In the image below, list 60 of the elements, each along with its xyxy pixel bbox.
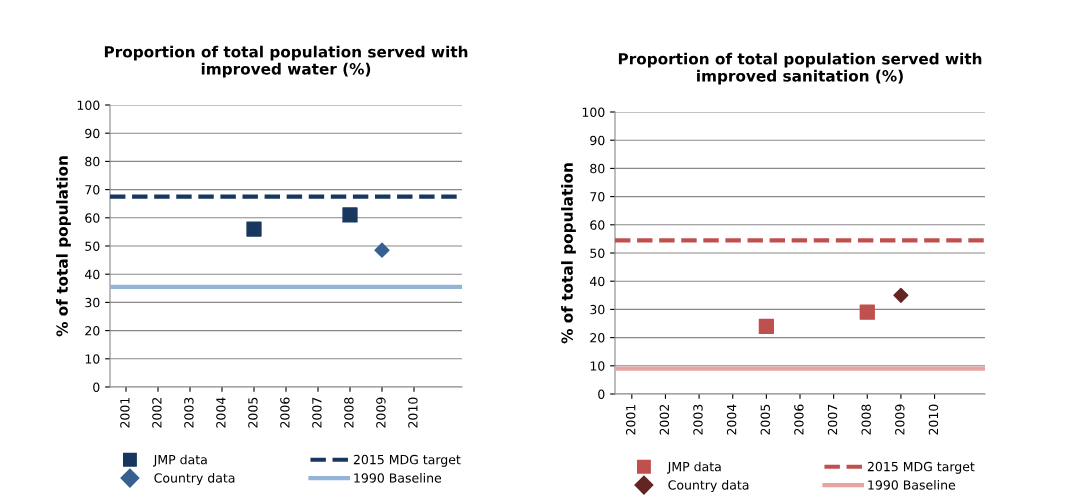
x-tick-label: 2006	[794, 404, 804, 435]
y-axis-title: % of total population	[56, 156, 71, 337]
y-tick-label: 10	[590, 361, 605, 371]
y-axis-title: % of total population	[561, 163, 576, 344]
y-tick-label: 50	[85, 241, 100, 251]
y-tick-label: 60	[85, 213, 100, 223]
y-tick-label: 20	[590, 333, 605, 343]
x-tick-label: 2002	[659, 404, 670, 435]
y-tick-label: 40	[84, 269, 100, 280]
x-tick-label: 2005	[760, 404, 770, 435]
legend-label: JMP data	[153, 454, 207, 467]
y-tick-label: 70	[85, 185, 100, 195]
legend-label: Country data	[154, 473, 235, 486]
point	[246, 221, 262, 237]
y-tick-label: 40	[589, 276, 605, 287]
chart-title: Proportion of total population served with improved water (%)	[104, 45, 468, 78]
point	[374, 242, 390, 258]
x-tick-label: 2008	[344, 397, 354, 428]
x-tick-label: 2010	[928, 404, 939, 435]
x-tick-label: 2007	[827, 404, 838, 435]
x-tick-label: 2006	[280, 397, 290, 428]
y-tick-label: 60	[590, 220, 605, 230]
x-tick-label: 2010	[408, 397, 418, 428]
legend-label: Country data	[668, 480, 749, 493]
point	[342, 207, 358, 223]
y-tick-label: 0	[598, 389, 605, 399]
legend-label: 2015 MDG target	[353, 454, 461, 467]
legend-label: JMP data	[667, 461, 721, 474]
y-tick-label: 30	[85, 297, 100, 308]
y-tick-label: 90	[85, 128, 100, 139]
x-tick-label: 2009	[376, 397, 386, 428]
chart-title: Proportion of total population served with improved sanitation (%)	[618, 52, 982, 85]
x-tick-label: 2008	[861, 404, 871, 435]
x-tick-label: 2009	[895, 404, 905, 435]
x-tick-label: 2004	[216, 397, 226, 428]
x-tick-label: 2003	[184, 397, 194, 428]
y-tick-label: 80	[85, 156, 100, 167]
y-tick-label: 90	[590, 135, 605, 146]
legend-label: 1990 Baseline	[354, 473, 442, 483]
point	[893, 287, 909, 303]
y-tick-label: 70	[590, 192, 605, 202]
x-tick-label: 2003	[693, 404, 703, 435]
y-tick-label: 10	[85, 354, 100, 364]
x-tick-label: 2005	[248, 397, 258, 428]
x-tick-label: 2007	[312, 397, 322, 428]
point	[859, 304, 875, 320]
legend-label: 1990 Baseline	[868, 480, 956, 490]
y-tick-label: 30	[590, 304, 605, 315]
y-tick-label: 80	[590, 163, 605, 174]
x-tick-label: 2002	[152, 397, 162, 428]
legend-label: 2015 MDG target	[867, 461, 975, 474]
y-tick-label: 100	[77, 100, 100, 110]
x-tick-label: 2001	[625, 404, 636, 435]
y-tick-label: 0	[93, 382, 100, 392]
point	[758, 318, 775, 334]
y-tick-label: 20	[85, 326, 100, 336]
x-tick-label: 2001	[120, 397, 130, 428]
x-tick-label: 2004	[726, 404, 737, 435]
y-tick-label: 100	[582, 107, 605, 117]
y-tick-label: 50	[590, 248, 605, 258]
